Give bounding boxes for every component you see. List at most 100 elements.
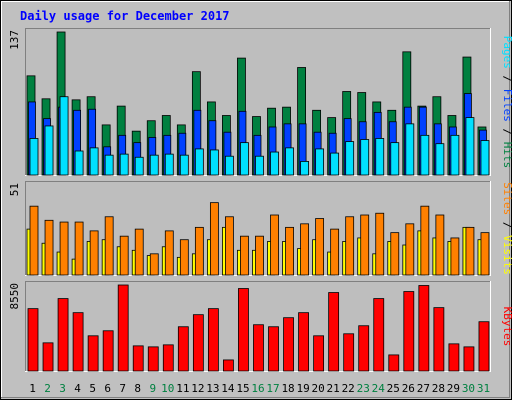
bar-sites-day-16	[255, 235, 264, 276]
chart-panels: 137 Pages / Files / Hits 51 Sites / Visits 8…	[8, 28, 512, 372]
bar-sites-day-24	[375, 212, 385, 276]
bar-sites-day-5	[89, 230, 99, 276]
day-label-29: 29	[447, 382, 460, 395]
day-label-19: 19	[296, 382, 309, 395]
bar-kbytes-day-27	[418, 285, 430, 372]
bar-pages-day-10	[164, 153, 174, 176]
bar-pages-day-21	[330, 152, 340, 176]
day-label-23: 23	[357, 382, 370, 395]
bar-sites-day-14	[225, 216, 234, 276]
day-label-22: 22	[342, 382, 355, 395]
bar-pages-day-2	[44, 125, 54, 176]
legend-kbytes: KBytes	[501, 307, 512, 347]
day-label-7: 7	[119, 382, 126, 395]
legend-sites: Sites	[501, 182, 512, 215]
bar-sites-day-6	[104, 216, 114, 276]
legend-hits: Hits	[501, 142, 512, 169]
bar-sites-day-17	[270, 214, 279, 276]
bar-sites-day-28	[435, 214, 445, 276]
legend-separator: /	[501, 215, 512, 235]
bar-kbytes-day-5	[87, 335, 99, 372]
bar-pages-day-14	[225, 155, 234, 176]
day-label-15: 15	[236, 382, 249, 395]
bar-kbytes-day-19	[298, 312, 309, 372]
bar-sites-day-25	[390, 232, 400, 276]
bar-sites-day-13	[209, 202, 219, 276]
day-label-30: 30	[462, 382, 475, 395]
bar-sites-day-30	[465, 226, 475, 276]
bar-sites-day-8	[134, 228, 144, 276]
bar-pages-day-6	[104, 154, 114, 176]
legend-separator: /	[501, 122, 512, 142]
day-label-11: 11	[176, 382, 189, 395]
day-label-28: 28	[432, 382, 445, 395]
bar-pages-day-22	[345, 141, 355, 176]
day-label-4: 4	[74, 382, 81, 395]
bar-sites-day-22	[345, 216, 355, 276]
bar-pages-day-11	[179, 154, 189, 176]
bar-kbytes-day-22	[343, 333, 355, 372]
legend-pages: Pages	[501, 36, 512, 69]
legend-separator: /	[501, 69, 512, 89]
panel-hits_files_pages-legend: Pages / Files / Hits	[501, 36, 512, 169]
bar-sites-day-4	[74, 221, 84, 276]
bar-pages-day-27	[420, 134, 430, 176]
bar-pages-day-26	[405, 123, 415, 176]
bar-pages-day-20	[315, 148, 325, 176]
bar-kbytes-day-12	[192, 314, 204, 372]
day-label-10: 10	[161, 382, 174, 395]
panel-visits_sites-max-label: 51	[8, 183, 21, 196]
panel-visits_sites: 51 Sites / Visits	[8, 181, 512, 276]
bar-pages-day-29	[450, 134, 460, 176]
bar-pages-day-15	[240, 142, 249, 176]
bar-kbytes-day-13	[207, 308, 219, 372]
day-label-21: 21	[327, 382, 340, 395]
bar-pages-day-24	[375, 138, 385, 176]
panel-hits_files_pages: 137 Pages / Files / Hits	[8, 28, 512, 176]
bar-pages-day-7	[119, 153, 129, 176]
bar-kbytes-day-18	[283, 317, 294, 372]
bar-kbytes-day-16	[253, 324, 264, 372]
bar-kbytes-day-14	[223, 359, 234, 372]
day-label-1: 1	[29, 382, 36, 395]
bar-pages-day-25	[390, 142, 400, 176]
bar-kbytes-day-2	[42, 342, 54, 372]
bar-kbytes-day-17	[268, 326, 279, 372]
bar-kbytes-day-4	[72, 312, 84, 372]
day-label-25: 25	[387, 382, 400, 395]
day-label-8: 8	[134, 382, 141, 395]
day-label-3: 3	[59, 382, 66, 395]
bar-pages-day-12	[194, 148, 204, 176]
bar-kbytes-day-15	[238, 288, 249, 372]
bar-sites-day-12	[194, 226, 204, 276]
bar-kbytes-day-8	[132, 345, 144, 372]
bar-pages-day-16	[255, 155, 264, 176]
bar-kbytes-day-9	[147, 346, 159, 372]
bar-sites-day-26	[405, 223, 415, 276]
day-label-9: 9	[149, 382, 156, 395]
bar-kbytes-day-6	[102, 330, 114, 372]
panel-kbytes-max-label: 8550	[8, 283, 21, 310]
bar-pages-day-3	[59, 96, 69, 176]
bar-pages-day-9	[149, 154, 159, 176]
bar-pages-day-23	[360, 139, 370, 176]
bar-pages-day-17	[270, 151, 279, 176]
bar-kbytes-day-11	[177, 326, 189, 372]
bar-sites-day-15	[240, 235, 249, 276]
bar-pages-day-19	[300, 161, 309, 176]
panel-kbytes: 8550 KBytes	[8, 281, 512, 372]
bar-sites-day-29	[450, 237, 460, 276]
panel-kbytes-legend: KBytes	[501, 307, 512, 347]
bar-pages-day-1	[29, 138, 39, 176]
bar-kbytes-day-26	[403, 291, 415, 372]
day-label-31: 31	[477, 382, 490, 395]
bar-pages-day-30	[465, 117, 475, 176]
day-label-12: 12	[191, 382, 204, 395]
bar-kbytes-day-21	[328, 292, 340, 372]
day-label-24: 24	[372, 382, 386, 395]
day-label-13: 13	[206, 382, 219, 395]
bar-kbytes-day-20	[313, 335, 325, 372]
day-label-18: 18	[281, 382, 294, 395]
day-label-27: 27	[417, 382, 430, 395]
